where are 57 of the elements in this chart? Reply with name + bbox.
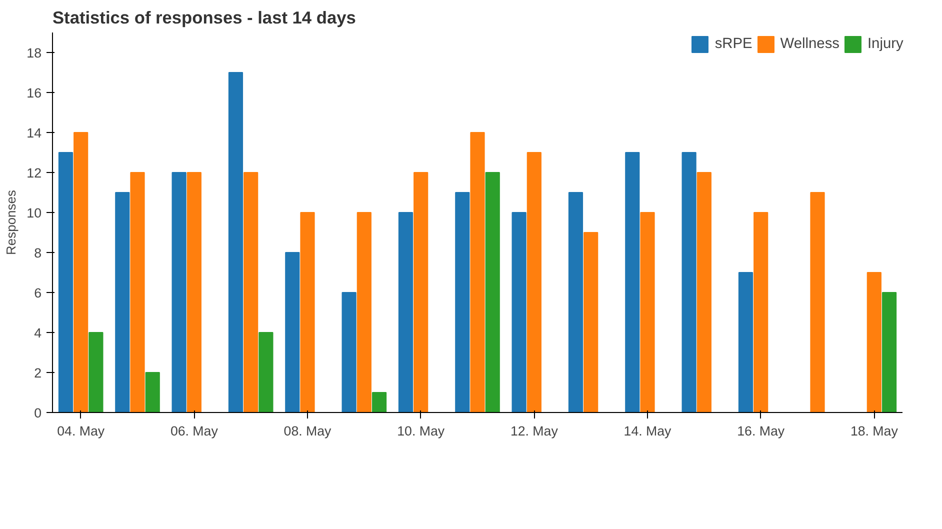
y-tick-label: 6 — [34, 286, 42, 300]
legend-label: Injury — [867, 36, 904, 52]
x-tick-label: 14. May — [624, 424, 672, 438]
bar — [115, 192, 130, 412]
bar — [372, 392, 387, 412]
x-tick-label: 16. May — [737, 424, 785, 438]
y-tick-label: 4 — [34, 326, 42, 340]
bar — [74, 132, 88, 412]
x-tick-label: 04. May — [57, 424, 105, 438]
bar — [414, 172, 428, 412]
bar — [300, 212, 315, 412]
y-tick-label: 10 — [26, 206, 42, 220]
x-tick-label: 18. May — [850, 424, 898, 438]
bar — [625, 152, 640, 412]
y-tick-label: 0 — [34, 406, 42, 420]
bar — [568, 192, 584, 412]
x-tick-label: 06. May — [170, 424, 218, 438]
legend-label: sRPE — [714, 36, 752, 52]
bar — [258, 332, 274, 412]
y-tick-label: 14 — [26, 126, 42, 140]
bar — [584, 232, 598, 412]
bar — [285, 252, 300, 412]
bar — [145, 372, 160, 412]
bar — [58, 152, 74, 412]
y-tick-label: 16 — [26, 86, 42, 100]
bar — [356, 212, 372, 412]
y-tick-label: 18 — [26, 46, 42, 60]
bar — [882, 292, 897, 412]
bar — [526, 152, 542, 412]
bar — [754, 212, 768, 412]
bar — [738, 272, 754, 412]
chart-title: Statistics of responses - last 14 days — [52, 8, 356, 28]
bar — [244, 172, 258, 412]
bar — [696, 172, 712, 412]
bar — [228, 72, 244, 412]
y-tick-label: 8 — [34, 246, 42, 260]
bar — [866, 272, 882, 412]
x-tick-label: 12. May — [510, 424, 558, 438]
bar — [342, 292, 356, 412]
bar — [398, 212, 414, 412]
bar — [512, 212, 526, 412]
bar — [810, 192, 825, 412]
bar — [640, 212, 655, 412]
bar — [172, 172, 186, 412]
bar — [682, 152, 696, 412]
legend-label: Wellness — [780, 36, 840, 52]
y-tick-label: 2 — [34, 366, 42, 380]
x-tick-label: 10. May — [397, 424, 445, 438]
bar — [88, 332, 104, 412]
bar — [470, 132, 485, 412]
bar — [130, 172, 145, 412]
y-axis-title: Responses — [4, 189, 19, 256]
bar — [455, 192, 470, 412]
x-tick-label: 08. May — [284, 424, 332, 438]
bar — [186, 172, 202, 412]
bar — [485, 172, 500, 412]
y-tick-label: 12 — [26, 166, 42, 180]
